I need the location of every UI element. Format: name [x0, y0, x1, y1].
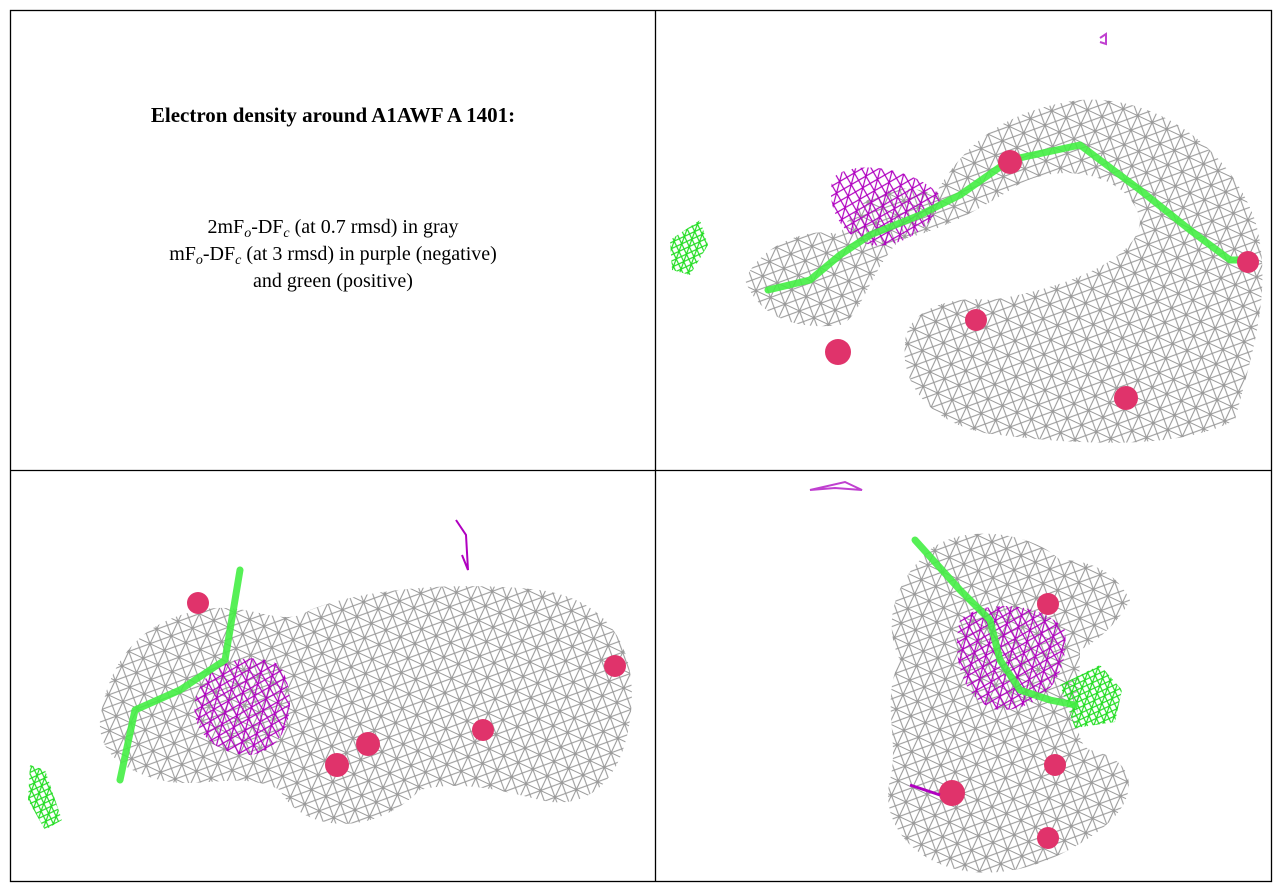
density-view-1	[670, 34, 1262, 443]
legend-line: 2mFo-DFc (at 0.7 rmsd) in gray	[11, 214, 655, 241]
text: (at 0.7 rmsd) in gray	[290, 216, 459, 238]
density-view-3	[810, 482, 1130, 873]
text: -DF	[251, 216, 283, 238]
caption-title: Electron density around A1AWF A 1401:	[11, 103, 655, 128]
text: -DF	[203, 243, 235, 265]
legend-line: mFo-DFc (at 3 rmsd) in purple (negative)	[11, 241, 655, 268]
density-view-2	[28, 520, 632, 830]
caption-cell: Electron density around A1AWF A 1401: 2m…	[11, 11, 655, 470]
legend-line: and green (positive)	[11, 268, 655, 295]
page: Electron density around A1AWF A 1401: 2m…	[0, 0, 1283, 890]
text: (at 3 rmsd) in purple (negative)	[241, 243, 496, 265]
legend-text: 2mFo-DFc (at 0.7 rmsd) in gray mFo-DFc (…	[11, 214, 655, 295]
text: 2mF	[208, 216, 245, 238]
subscript: o	[196, 253, 203, 268]
text: mF	[169, 243, 196, 265]
